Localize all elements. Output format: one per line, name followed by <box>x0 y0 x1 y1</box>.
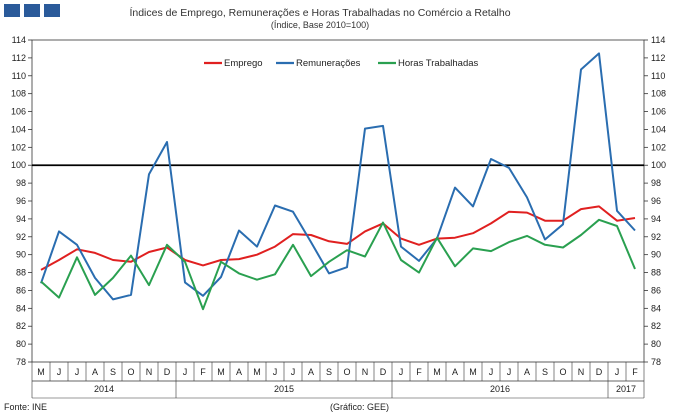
month-label: D <box>380 367 387 377</box>
y-tick-label: 96 <box>16 196 26 206</box>
year-label: 2014 <box>94 384 114 394</box>
year-label: 2016 <box>490 384 510 394</box>
month-label: D <box>596 367 603 377</box>
month-label: O <box>343 367 350 377</box>
y-tick-label: 88 <box>16 268 26 278</box>
y-tick-label: 98 <box>16 178 26 188</box>
y-tick-label-right: 102 <box>651 142 666 152</box>
month-label: J <box>273 367 278 377</box>
month-label: J <box>183 367 188 377</box>
y-tick-label-right: 96 <box>651 196 661 206</box>
month-label: J <box>399 367 404 377</box>
y-tick-label-right: 112 <box>651 53 665 63</box>
y-axis-right: 78 80 82 84 86 88 90 92 94 96 98 100 102 104 106 108 110… <box>644 35 666 367</box>
month-label: F <box>632 367 638 377</box>
month-label: M <box>469 367 477 377</box>
y-tick-label-right: 92 <box>651 232 661 242</box>
y-tick-label-right: 78 <box>651 357 661 367</box>
y-tick-label: 114 <box>12 35 26 45</box>
x-axis: M J J A S O N D J F M A M J J A S O N D J F M A M J J A S O N D J F 2014 20… <box>31 362 645 399</box>
logo-block <box>24 4 40 17</box>
month-label: D <box>164 367 171 377</box>
y-tick-label: 110 <box>12 71 26 81</box>
month-label: N <box>578 367 585 377</box>
month-label: J <box>507 367 512 377</box>
y-tick-label-right: 98 <box>651 178 661 188</box>
year-label: 2017 <box>616 384 636 394</box>
y-tick-label: 86 <box>16 285 26 295</box>
y-tick-label-right: 100 <box>651 160 666 170</box>
y-tick-label-right: 94 <box>651 214 661 224</box>
month-label: J <box>291 367 296 377</box>
month-label: M <box>217 367 225 377</box>
month-label: M <box>253 367 261 377</box>
y-tick-label-right: 108 <box>651 89 666 99</box>
month-label: A <box>92 367 98 377</box>
logo-block <box>4 4 20 17</box>
month-label: J <box>615 367 620 377</box>
y-tick-label-right: 82 <box>651 321 661 331</box>
y-tick-label-right: 110 <box>651 71 665 81</box>
logo-block <box>44 4 60 17</box>
y-tick-label: 90 <box>16 250 26 260</box>
y-axis-left: 78 80 82 84 86 88 90 92 94 96 98 100 102 104 106 108 110… <box>11 35 32 367</box>
y-tick-label: 112 <box>12 53 26 63</box>
month-label: N <box>146 367 153 377</box>
series-line-horas-trabalhadas <box>40 218 636 311</box>
y-tick-label-right: 80 <box>651 339 661 349</box>
month-label: A <box>452 367 458 377</box>
month-label: M <box>37 367 45 377</box>
month-label: S <box>326 367 332 377</box>
y-tick-label: 84 <box>16 303 26 313</box>
month-label: N <box>362 367 369 377</box>
chart-title: Índices de Emprego, Remunerações e Horas… <box>129 6 510 19</box>
y-tick-label: 102 <box>11 142 26 152</box>
y-tick-label: 108 <box>11 89 26 99</box>
source-note: Fonte: INE <box>4 402 47 412</box>
y-tick-label-right: 90 <box>651 250 661 260</box>
month-label: O <box>559 367 566 377</box>
credit-note: (Gráfico: GEE) <box>330 402 389 412</box>
y-tick-label: 106 <box>11 107 26 117</box>
y-tick-label: 94 <box>16 214 26 224</box>
month-label: J <box>75 367 80 377</box>
month-label: F <box>200 367 206 377</box>
year-label: 2015 <box>274 384 294 394</box>
series-lines <box>40 52 636 311</box>
y-tick-label: 78 <box>16 357 26 367</box>
y-tick-label-right: 106 <box>651 107 666 117</box>
series-line-remuneracoes <box>40 52 636 301</box>
legend-label-horas-trabalhadas: Horas Trabalhadas <box>398 58 479 69</box>
y-tick-label: 104 <box>11 124 26 134</box>
month-label: S <box>110 367 116 377</box>
month-label: A <box>236 367 242 377</box>
month-label: F <box>416 367 422 377</box>
legend-label-remuneracoes: Remunerações <box>296 58 361 69</box>
y-tick-label-right: 88 <box>651 268 661 278</box>
y-tick-label-right: 84 <box>651 303 661 313</box>
y-tick-label: 100 <box>11 160 26 170</box>
month-label: O <box>127 367 134 377</box>
month-label: A <box>308 367 314 377</box>
y-tick-label: 82 <box>16 321 26 331</box>
gee-logo <box>4 4 60 17</box>
y-tick-label-right: 104 <box>651 124 666 134</box>
month-label: M <box>433 367 441 377</box>
y-tick-label-right: 114 <box>651 35 665 45</box>
y-tick-label: 80 <box>16 339 26 349</box>
month-label: J <box>489 367 494 377</box>
month-label: A <box>524 367 530 377</box>
legend-label-emprego: Emprego <box>224 58 263 69</box>
month-label: J <box>57 367 62 377</box>
y-tick-label-right: 86 <box>651 285 661 295</box>
month-label: S <box>542 367 548 377</box>
plot-area <box>31 39 645 363</box>
y-tick-label: 92 <box>16 232 26 242</box>
chart-subtitle: (Índice, Base 2010=100) <box>271 20 369 30</box>
legend: Emprego Remunerações Horas Trabalhadas <box>204 58 479 69</box>
